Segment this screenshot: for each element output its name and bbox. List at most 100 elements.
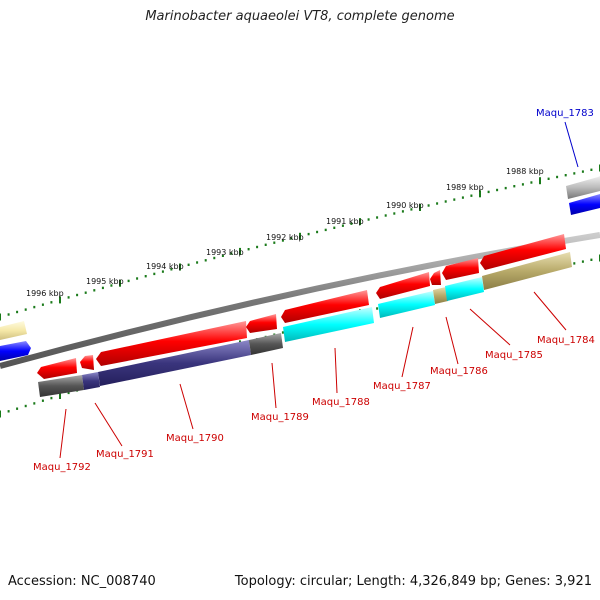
rev-feature-1784[interactable]: [482, 252, 572, 290]
outer-tick: [367, 218, 370, 221]
rev-feature-1788[interactable]: [283, 307, 374, 342]
outer-tick: [573, 172, 576, 175]
inner-tick: [281, 331, 284, 334]
rev-feature-1787[interactable]: [378, 291, 435, 318]
kbp-label-1994: 1994 kbp: [146, 262, 184, 271]
outer-tick: [221, 254, 224, 257]
leader-1792: [59, 408, 67, 459]
inner-tick: [24, 404, 27, 408]
genome-info-text: Topology: circular; Length: 4,326,849 bp…: [234, 574, 592, 589]
gene-label-maqu1792[interactable]: Maqu_1792: [33, 462, 91, 473]
leader-1788: [334, 347, 338, 394]
outer-tick: [144, 275, 147, 278]
outer-tick: [161, 270, 164, 273]
outer-tick: [590, 168, 593, 171]
rev-feature-1790[interactable]: [98, 340, 251, 386]
inner-tick: [59, 392, 61, 399]
outer-tick: [7, 313, 10, 316]
outer-tick: [556, 175, 559, 179]
cds-maqu1791[interactable]: [80, 355, 94, 370]
outer-tick: [110, 284, 113, 287]
gene-label-maqu1790[interactable]: Maqu_1790: [166, 433, 224, 444]
leader-1791: [94, 402, 123, 447]
outer-tick: [539, 177, 541, 185]
outer-tick: [393, 212, 396, 215]
cds-maqu1787[interactable]: [376, 272, 430, 299]
rev-feature-1789[interactable]: [249, 333, 283, 355]
inner-tick: [50, 396, 53, 400]
outer-tick: [410, 208, 413, 211]
gene-label-maqu1789[interactable]: Maqu_1789: [251, 412, 309, 423]
rev-feature-1786[interactable]: [433, 287, 448, 304]
outer-tick: [341, 224, 344, 227]
feature-blue-left[interactable]: [0, 341, 31, 361]
inner-tick: [16, 407, 19, 410]
gene-label-maqu1783[interactable]: Maqu_1783: [536, 108, 594, 119]
cds-maqu1788[interactable]: [281, 290, 369, 323]
outer-tick: [204, 259, 207, 262]
inner-tick: [376, 307, 379, 310]
outer-tick: [76, 293, 79, 297]
label-leader-lines: [59, 291, 567, 459]
outer-tick: [153, 272, 156, 276]
leader-1789: [271, 362, 277, 409]
gene-label-maqu1788[interactable]: Maqu_1788: [312, 397, 370, 408]
outer-tick: [359, 218, 361, 226]
leader-1790: [179, 383, 194, 430]
kbp-labels: 1996 kbp 1995 kbp 1994 kbp 1993 kbp 1992…: [26, 167, 544, 298]
outer-tick: [350, 222, 353, 225]
leader-1786: [445, 316, 459, 365]
outer-tick: [564, 174, 567, 177]
outer-tick: [479, 190, 481, 198]
kbp-label-1990: 1990 kbp: [386, 201, 424, 210]
inner-tick: [41, 399, 44, 402]
cds-maqu1784[interactable]: [480, 234, 566, 270]
outer-tick: [299, 232, 301, 240]
outer-tick: [33, 305, 36, 309]
outer-tick: [67, 296, 70, 299]
cds-maqu1792[interactable]: [37, 358, 77, 379]
gene-label-maqu1791[interactable]: Maqu_1791: [96, 449, 154, 460]
outer-tick: [419, 204, 421, 211]
gene-label-maqu1785[interactable]: Maqu_1785: [485, 350, 543, 361]
outer-tick: [530, 181, 533, 184]
gene-labels: Maqu_1792 Maqu_1791 Maqu_1790 Maqu_1789 …: [33, 335, 595, 473]
gene-label-maqu1786[interactable]: Maqu_1786: [430, 366, 488, 377]
outer-tick: [384, 214, 387, 217]
cds-maqu1785[interactable]: [442, 258, 479, 280]
forward-strand-features: [37, 234, 566, 379]
outer-tick: [264, 243, 267, 246]
reverse-strand-features: [38, 252, 572, 397]
outer-tick: [41, 303, 44, 306]
outer-tick: [333, 226, 336, 229]
accession-text: Accession: NC_008740: [8, 574, 156, 589]
cds-maqu1790[interactable]: [96, 321, 247, 366]
cds-maqu1789[interactable]: [246, 314, 277, 333]
feature-grey-upper[interactable]: [566, 176, 600, 199]
cds-maqu1786[interactable]: [430, 270, 441, 285]
rev-feature-1791[interactable]: [82, 372, 100, 390]
outer-tick: [547, 177, 550, 180]
outer-tick: [136, 277, 139, 280]
outer-tick: [453, 198, 456, 201]
outer-tick: [230, 252, 233, 255]
gene-label-maqu1784[interactable]: Maqu_1784: [537, 335, 595, 346]
gene-label-maqu1787[interactable]: Maqu_1787: [373, 381, 431, 392]
outer-tick: [401, 210, 404, 213]
outer-tick: [179, 263, 181, 271]
feature-maqu1783[interactable]: [569, 194, 600, 215]
rev-feature-1785[interactable]: [445, 277, 484, 301]
outer-tick: [239, 247, 241, 255]
kbp-label-1995: 1995 kbp: [86, 277, 124, 286]
outer-tick: [24, 308, 27, 311]
outer-tick: [307, 232, 310, 236]
leader-1783: [564, 121, 579, 168]
outer-tick: [247, 248, 250, 251]
outer-tick: [487, 190, 490, 194]
outer-tick: [504, 186, 507, 190]
inner-tick: [581, 260, 584, 263]
outer-tick: [187, 263, 190, 266]
rev-feature-1792[interactable]: [38, 375, 84, 397]
feature-yellow-left[interactable]: [0, 321, 27, 340]
